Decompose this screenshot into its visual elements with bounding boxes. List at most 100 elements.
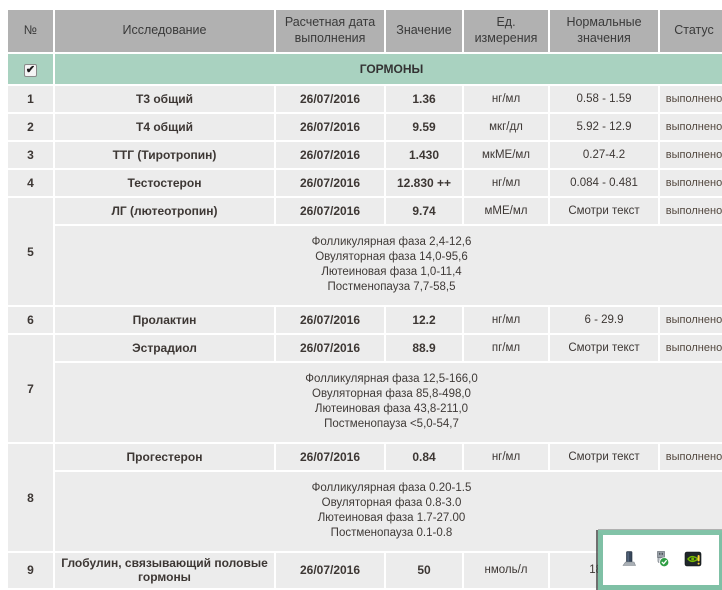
study-name-cell: ЛГ (лютеотропин): [55, 198, 274, 224]
status-cell: выполнено: [660, 142, 722, 168]
value-cell: 9.59: [386, 114, 462, 140]
col-header-normal: Нормальные значения: [550, 10, 658, 52]
nvidia-settings-alert-icon[interactable]: [684, 550, 702, 568]
unit-cell: нг/мл: [464, 86, 548, 112]
row-number: 5: [8, 198, 53, 305]
date-cell: 26/07/2016: [276, 198, 384, 224]
study-name-cell: Тестостерон: [55, 170, 274, 196]
phase-line: Постменопауза <5,0-54,7: [59, 417, 722, 432]
normal-range-cell: 6 - 29.9: [550, 307, 658, 333]
phase-line: Овуляторная фаза 0.8-3.0: [59, 496, 722, 511]
study-name-cell: Т4 общий: [55, 114, 274, 140]
normal-range-cell: Смотри текст: [550, 335, 658, 361]
status-cell: выполнено: [660, 114, 722, 140]
unit-cell: мкг/дл: [464, 114, 548, 140]
normal-range-cell: Смотри текст: [550, 198, 658, 224]
date-cell: 26/07/2016: [276, 553, 384, 588]
col-header-date: Расчетная дата выполнения: [276, 10, 384, 52]
phase-line: Лютеиновая фаза 1,0-11,4: [59, 265, 722, 280]
row-number: 6: [8, 307, 53, 333]
date-cell: 26/07/2016: [276, 142, 384, 168]
col-header-study: Исследование: [55, 10, 274, 52]
value-cell: 1.36: [386, 86, 462, 112]
study-name-cell: Пролактин: [55, 307, 274, 333]
value-cell: 12.830 ++: [386, 170, 462, 196]
study-name-cell: Прогестерон: [55, 444, 274, 470]
group-row-hormones: ГОРМОНЫ: [8, 54, 722, 84]
study-name-cell: Эстрадиол: [55, 335, 274, 361]
usb-safely-remove-icon[interactable]: [652, 550, 670, 568]
normal-range-cell: 0.58 - 1.59: [550, 86, 658, 112]
study-name-cell: Глобулин, связывающий половые гормоны: [55, 553, 274, 588]
phase-line: Фолликулярная фаза 12,5-166,0: [59, 372, 722, 387]
row-number: 3: [8, 142, 53, 168]
phase-line: Фолликулярная фаза 2,4-12,6: [59, 235, 722, 250]
phase-line: Фолликулярная фаза 0.20-1.5: [59, 481, 722, 496]
normal-range-cell: 0.27-4.2: [550, 142, 658, 168]
phase-line: Постменопауза 7,7-58,5: [59, 280, 722, 295]
row-number: 9: [8, 553, 53, 588]
normal-range-cell: 5.92 - 12.9: [550, 114, 658, 140]
phase-line: Лютеиновая фаза 1.7-27.00: [59, 511, 722, 526]
unit-cell: нг/мл: [464, 444, 548, 470]
group-label: ГОРМОНЫ: [55, 54, 722, 84]
col-header-value: Значение: [386, 10, 462, 52]
dock-device-icon[interactable]: [620, 550, 638, 568]
status-cell: выполнено: [660, 444, 722, 470]
value-cell: 0.84: [386, 444, 462, 470]
normal-range-cell: 0.084 - 0.481: [550, 170, 658, 196]
table-header: № Исследование Расчетная дата выполнения…: [8, 10, 722, 52]
row-number: 8: [8, 444, 53, 551]
date-cell: 26/07/2016: [276, 335, 384, 361]
system-tray-flyout: [598, 530, 722, 590]
study-name-cell: Т3 общий: [55, 86, 274, 112]
value-cell: 9.74: [386, 198, 462, 224]
phase-line: Овуляторная фаза 14,0-95,6: [59, 250, 722, 265]
value-cell: 88.9: [386, 335, 462, 361]
date-cell: 26/07/2016: [276, 444, 384, 470]
col-header-status: Статус: [660, 10, 722, 52]
tray-icons: [603, 550, 719, 568]
hormones-checkbox[interactable]: [24, 64, 37, 77]
status-cell: выполнено: [660, 86, 722, 112]
col-header-num: №: [8, 10, 53, 52]
value-cell: 50: [386, 553, 462, 588]
normal-range-cell: Смотри текст: [550, 444, 658, 470]
status-cell: выполнено: [660, 170, 722, 196]
row-number: 4: [8, 170, 53, 196]
date-cell: 26/07/2016: [276, 307, 384, 333]
unit-cell: пг/мл: [464, 335, 548, 361]
status-cell: выполнено: [660, 307, 722, 333]
unit-cell: нг/мл: [464, 170, 548, 196]
group-checkbox-cell: [8, 54, 53, 84]
status-cell: выполнено: [660, 335, 722, 361]
phase-line: Овуляторная фаза 85,8-498,0: [59, 387, 722, 402]
unit-cell: мкМЕ/мл: [464, 142, 548, 168]
date-cell: 26/07/2016: [276, 86, 384, 112]
row-number: 7: [8, 335, 53, 442]
lab-results-table: № Исследование Расчетная дата выполнения…: [6, 8, 722, 590]
unit-cell: мМЕ/мл: [464, 198, 548, 224]
value-cell: 12.2: [386, 307, 462, 333]
phase-line: Лютеиновая фаза 43,8-211,0: [59, 402, 722, 417]
row-number: 1: [8, 86, 53, 112]
status-cell: выполнено: [660, 198, 722, 224]
col-header-unit: Ед. измерения: [464, 10, 548, 52]
row-number: 2: [8, 114, 53, 140]
date-cell: 26/07/2016: [276, 170, 384, 196]
unit-cell: нмоль/л: [464, 553, 548, 588]
value-cell: 1.430: [386, 142, 462, 168]
study-name-cell: ТТГ (Тиротропин): [55, 142, 274, 168]
